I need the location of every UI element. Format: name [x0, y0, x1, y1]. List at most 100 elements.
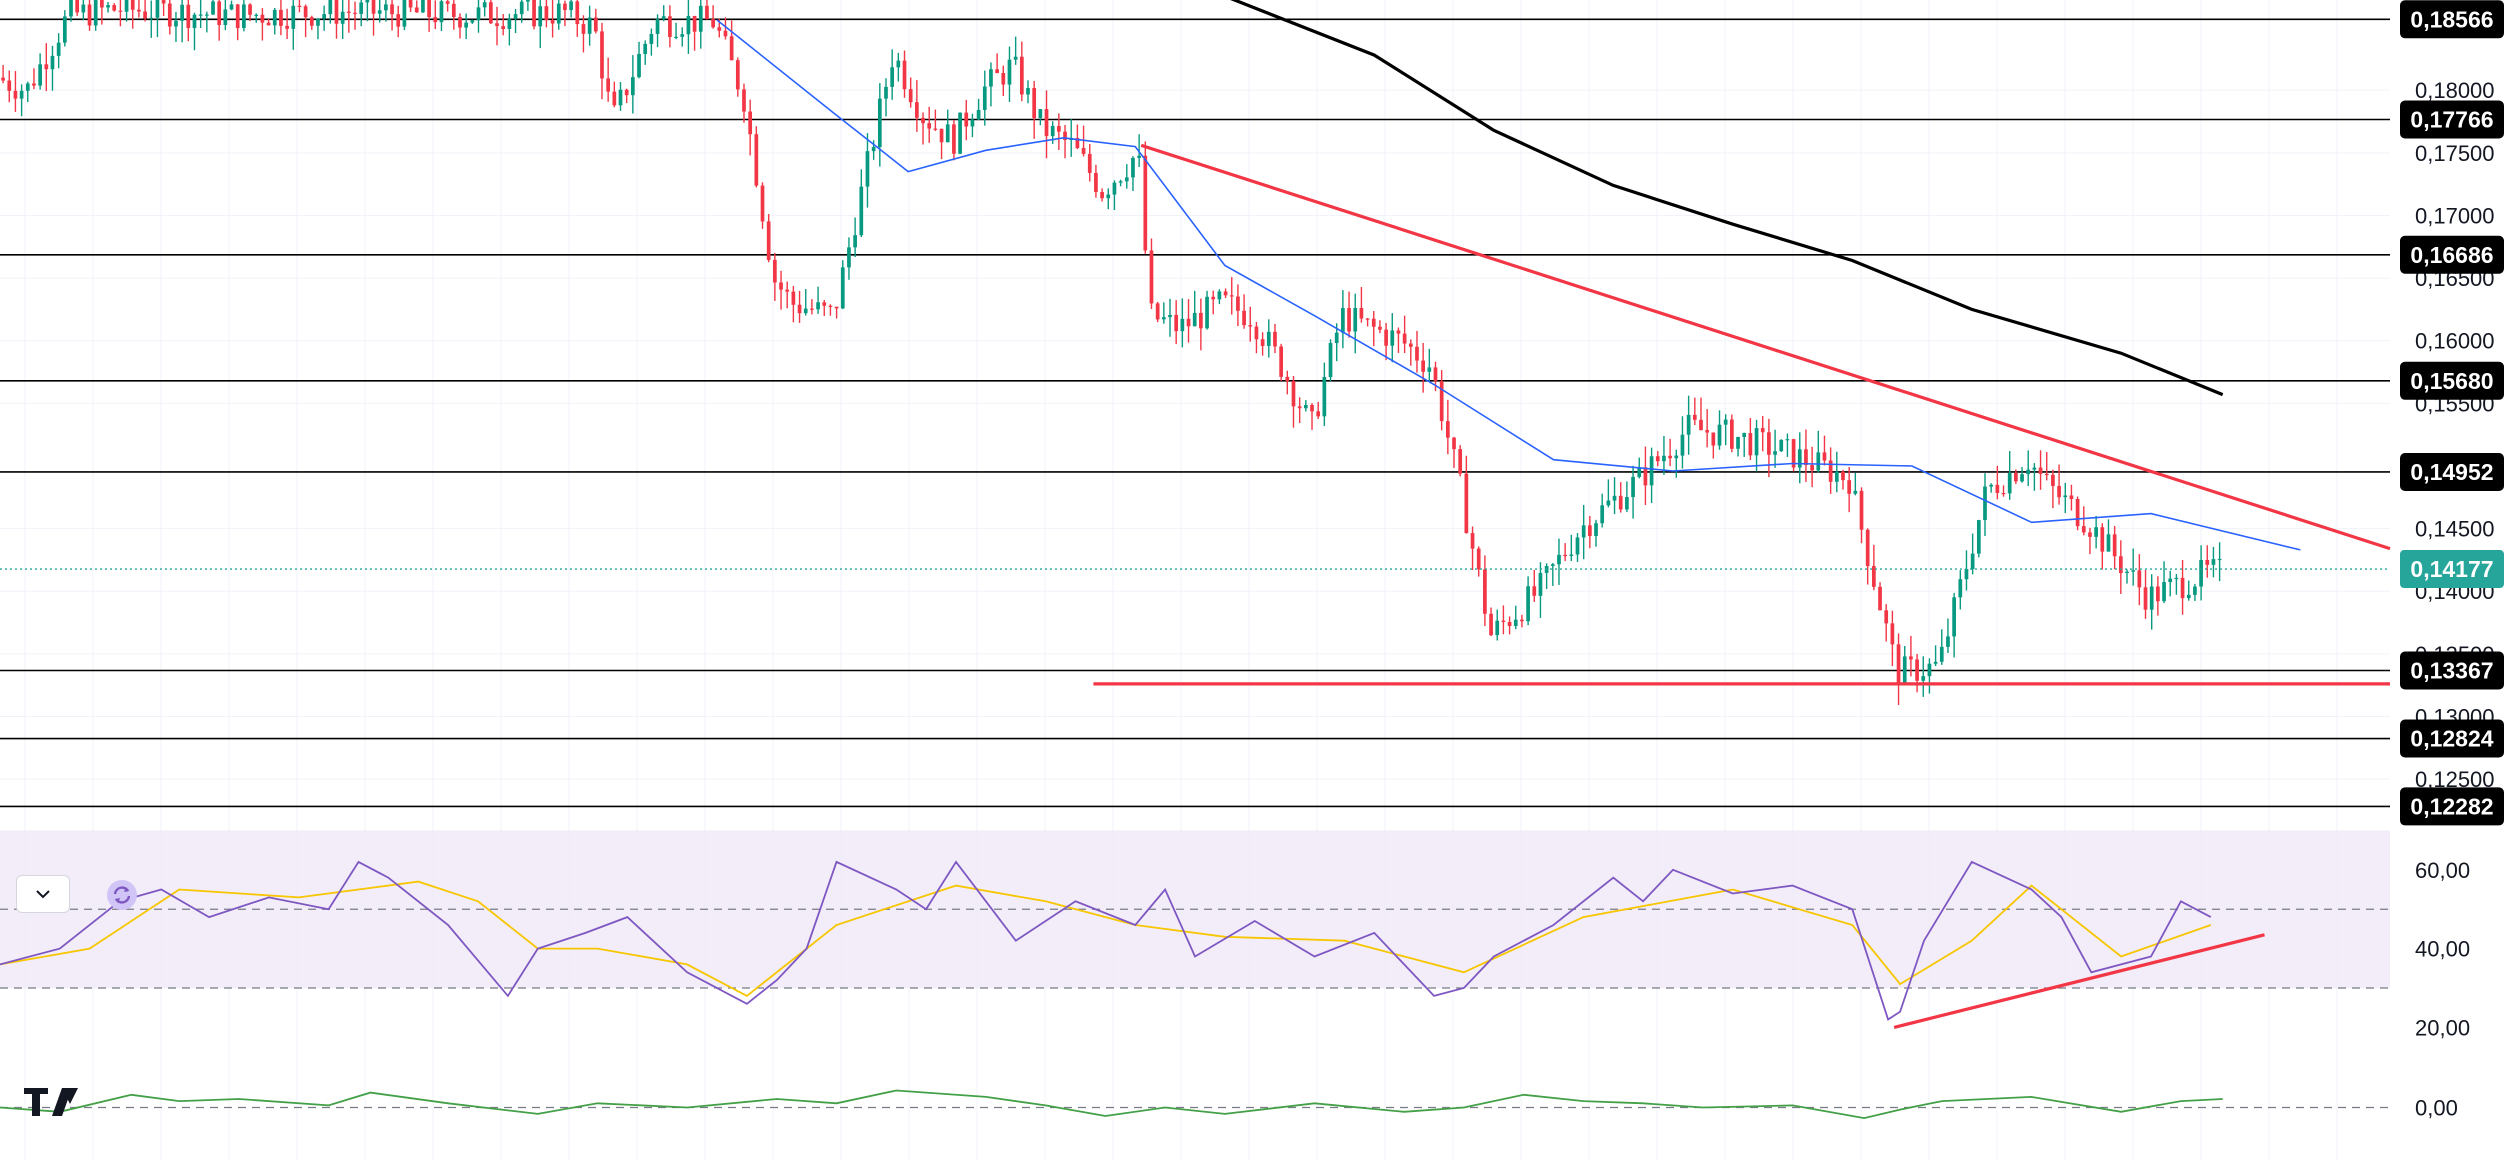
candle-body[interactable]: [1371, 318, 1376, 327]
candle-body[interactable]: [1822, 452, 1827, 461]
candle-body[interactable]: [1507, 622, 1512, 627]
candle-body[interactable]: [1310, 404, 1314, 412]
candle-body[interactable]: [976, 109, 981, 120]
candle-body[interactable]: [1161, 317, 1166, 320]
candle-body[interactable]: [1050, 125, 1055, 137]
candle-body[interactable]: [2051, 474, 2055, 486]
candle-body[interactable]: [186, 4, 191, 28]
candle-body[interactable]: [1748, 433, 1753, 456]
candle-body[interactable]: [124, 0, 129, 12]
candle-body[interactable]: [377, 10, 382, 14]
candle-body[interactable]: [1853, 490, 1858, 494]
candle-body[interactable]: [1, 77, 5, 81]
candle-body[interactable]: [908, 89, 913, 103]
candle-body[interactable]: [1760, 428, 1765, 433]
candle-body[interactable]: [2001, 492, 2006, 495]
candle-body[interactable]: [1717, 424, 1722, 446]
candle-body[interactable]: [1692, 414, 1697, 420]
candle-body[interactable]: [44, 64, 49, 70]
candle-body[interactable]: [1001, 72, 1006, 85]
candle-body[interactable]: [180, 4, 184, 21]
candle-body[interactable]: [2094, 527, 2098, 537]
candle-body[interactable]: [1686, 414, 1691, 435]
candle-body[interactable]: [1476, 548, 1481, 570]
candle-body[interactable]: [723, 30, 728, 37]
candle-body[interactable]: [1538, 572, 1543, 596]
level-price-badge[interactable]: [2400, 719, 2504, 758]
candle-body[interactable]: [816, 302, 820, 310]
candle-body[interactable]: [476, 7, 481, 21]
candle-body[interactable]: [754, 134, 759, 186]
candle-body[interactable]: [877, 98, 882, 148]
candle-body[interactable]: [1946, 636, 1950, 647]
candle-body[interactable]: [421, 0, 425, 13]
candle-body[interactable]: [1378, 326, 1382, 330]
candle-body[interactable]: [1489, 613, 1493, 636]
candle-body[interactable]: [223, 9, 228, 25]
candle-body[interactable]: [2063, 495, 2068, 498]
level-price-badge[interactable]: [2400, 0, 2504, 39]
candle-body[interactable]: [1668, 455, 1672, 459]
candle-body[interactable]: [1495, 620, 1500, 636]
level-price-badge[interactable]: [2400, 235, 2504, 274]
candle-body[interactable]: [933, 128, 938, 130]
candle-body[interactable]: [1211, 296, 1216, 300]
candle-body[interactable]: [390, 4, 394, 15]
candle-body[interactable]: [532, 0, 536, 27]
current-price-badge[interactable]: [2400, 550, 2504, 589]
candle-body[interactable]: [2174, 577, 2179, 580]
candle-body[interactable]: [204, 14, 209, 16]
candle-body[interactable]: [1013, 56, 1018, 60]
candle-body[interactable]: [618, 89, 623, 106]
candle-body[interactable]: [1662, 455, 1666, 462]
candle-body[interactable]: [1532, 586, 1537, 596]
candle-body[interactable]: [1248, 325, 1253, 327]
candle-body[interactable]: [1563, 554, 1568, 557]
candle-body[interactable]: [1445, 421, 1450, 438]
candle-body[interactable]: [1526, 586, 1530, 622]
candle-body[interactable]: [1032, 87, 1037, 119]
candle-body[interactable]: [668, 16, 672, 37]
candle-body[interactable]: [1730, 419, 1734, 449]
candle-body[interactable]: [1266, 331, 1271, 346]
candle-body[interactable]: [2168, 578, 2173, 583]
candle-body[interactable]: [550, 20, 555, 24]
level-price-badge[interactable]: [2400, 651, 2504, 690]
candle-body[interactable]: [1927, 663, 1932, 677]
candle-body[interactable]: [2075, 499, 2080, 527]
candle-body[interactable]: [1797, 449, 1802, 468]
candle-body[interactable]: [1995, 484, 2000, 493]
candle-body[interactable]: [2143, 587, 2148, 610]
candle-body[interactable]: [235, 4, 240, 29]
candle-body[interactable]: [266, 22, 271, 26]
candle-body[interactable]: [711, 19, 715, 28]
candle-body[interactable]: [1915, 659, 1919, 681]
candle-body[interactable]: [1038, 109, 1043, 119]
candle-body[interactable]: [2038, 467, 2043, 474]
candle-body[interactable]: [896, 60, 901, 68]
candle-body[interactable]: [291, 5, 296, 29]
candle-body[interactable]: [1983, 486, 1987, 521]
candle-body[interactable]: [773, 259, 777, 283]
candle-body[interactable]: [25, 83, 30, 91]
candle-body[interactable]: [254, 14, 259, 16]
candle-body[interactable]: [1902, 656, 1907, 685]
candle-body[interactable]: [717, 27, 722, 31]
candle-body[interactable]: [1785, 439, 1790, 441]
candle-body[interactable]: [137, 9, 141, 12]
level-price-badge[interactable]: [2400, 361, 2504, 400]
candle-body[interactable]: [2100, 527, 2105, 552]
candle-body[interactable]: [686, 15, 691, 35]
candle-body[interactable]: [655, 19, 660, 34]
candle-body[interactable]: [1483, 569, 1487, 614]
candle-body[interactable]: [1791, 439, 1796, 468]
candle-body[interactable]: [118, 10, 123, 12]
candle-body[interactable]: [742, 89, 746, 112]
candle-body[interactable]: [507, 18, 512, 29]
candle-body[interactable]: [81, 4, 86, 13]
candle-body[interactable]: [1106, 194, 1111, 199]
candle-body[interactable]: [1711, 432, 1716, 446]
candle-body[interactable]: [309, 17, 314, 26]
candle-body[interactable]: [871, 147, 876, 152]
